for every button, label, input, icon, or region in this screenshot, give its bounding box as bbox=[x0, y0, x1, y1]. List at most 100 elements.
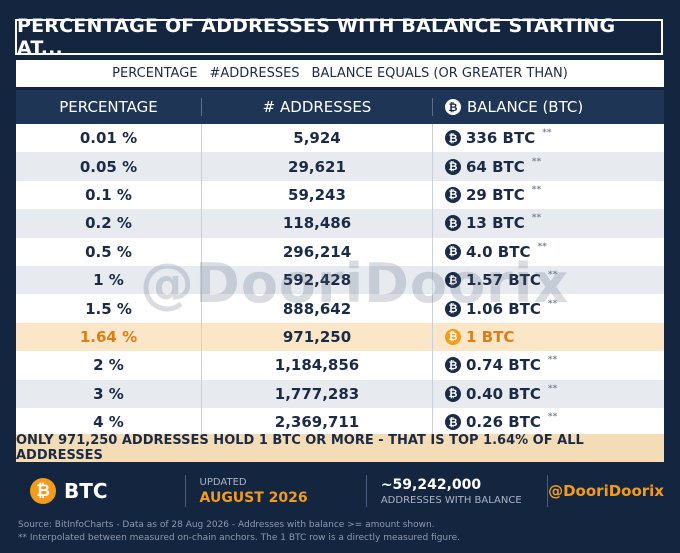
cell-balance-value: 0.26 BTC bbox=[466, 413, 541, 432]
cell-balance-value: 13 BTC bbox=[466, 214, 525, 233]
table-row: 3 % 1,777,283 ₿ 0.40 BTC ** bbox=[16, 379, 664, 408]
footer-handle: @DooriDoorix bbox=[548, 482, 664, 500]
cell-balance: ₿ 1 BTC bbox=[432, 322, 664, 352]
table-row: 4 % 2,369,711 ₿ 0.26 BTC ** bbox=[16, 407, 664, 437]
addresses-total-label: ADDRESSES WITH BALANCE bbox=[380, 494, 522, 506]
header-balance-label: BALANCE (BTC) bbox=[467, 98, 584, 116]
cell-balance-value: 336 BTC bbox=[466, 129, 536, 148]
cell-percentage: 3 % bbox=[93, 384, 124, 403]
cell-balance: ₿ 0.40 BTC ** bbox=[432, 379, 664, 408]
updated-value: AUGUST 2026 bbox=[199, 489, 308, 506]
footnote-marker: ** bbox=[547, 383, 558, 394]
bitcoin-icon: ₿ bbox=[445, 272, 461, 289]
footnote-marker: ** bbox=[547, 355, 558, 366]
divider bbox=[365, 475, 367, 507]
footnote-marker: ** bbox=[537, 241, 547, 252]
table-row: 1 % 592,428 ₿ 1.57 BTC ** bbox=[16, 265, 664, 295]
footnote-marker: ** bbox=[531, 184, 542, 195]
table-row: 1.64 % 971,250 ₿ 1 BTC bbox=[16, 322, 664, 352]
cell-balance: ₿ 1.06 BTC ** bbox=[432, 294, 664, 323]
bitcoin-icon: ₿ bbox=[445, 158, 461, 175]
cell-balance-value: 0.40 BTC bbox=[466, 384, 541, 403]
cell-percentage: 0.01 % bbox=[79, 129, 138, 148]
bitcoin-icon: ₿ bbox=[445, 243, 461, 260]
cell-balance: ₿ 29 BTC ** bbox=[432, 180, 664, 210]
cell-addresses: 5,924 bbox=[201, 124, 432, 153]
bitcoin-icon: ₿ bbox=[30, 478, 56, 504]
cell-balance: ₿ 64 BTC ** bbox=[432, 152, 664, 181]
cell-balance: ₿ 0.74 BTC ** bbox=[432, 351, 664, 380]
cell-balance: ₿ 336 BTC ** bbox=[432, 124, 664, 153]
updated-label: UPDATED bbox=[199, 476, 247, 488]
bitcoin-icon: ₿ bbox=[445, 99, 461, 115]
table-header: PERCENTAGE # ADDRESSES ₿ BALANCE (BTC) bbox=[16, 90, 664, 124]
subheader-percentage: PERCENTAGE bbox=[112, 66, 198, 81]
bitcoin-icon: ₿ bbox=[445, 300, 461, 317]
cell-balance: ₿ 0.26 BTC ** bbox=[432, 407, 664, 437]
table-row: 0.2 % 118,486 ₿ 13 BTC ** bbox=[16, 209, 664, 238]
cell-balance-value: 29 BTC bbox=[466, 185, 525, 204]
table-row: 0.05 % 29,621 ₿ 64 BTC ** bbox=[16, 152, 664, 181]
cell-balance-value: 4.0 BTC bbox=[466, 242, 531, 261]
footer-btc: ₿ BTC bbox=[16, 478, 185, 504]
bitcoin-icon: ₿ bbox=[445, 328, 461, 345]
cell-balance: ₿ 1.57 BTC ** bbox=[432, 265, 664, 295]
cell-percentage: 1 % bbox=[93, 271, 124, 290]
subheader-addresses: #ADDRESSES bbox=[209, 66, 300, 81]
cell-percentage: 0.05 % bbox=[79, 157, 138, 176]
footnote-marker: ** bbox=[547, 270, 558, 281]
table-row: 0.1 % 59,243 ₿ 29 BTC ** bbox=[16, 180, 664, 210]
header-percentage: PERCENTAGE bbox=[59, 98, 158, 116]
footer-btc-label: BTC bbox=[64, 479, 108, 503]
addresses-table: PERCENTAGE # ADDRESSES ₿ BALANCE (BTC) 0… bbox=[16, 90, 664, 437]
footnote-marker: ** bbox=[531, 156, 542, 167]
table-row: 0.5 % 296,214 ₿ 4.0 BTC ** bbox=[16, 237, 664, 266]
table-row: 2 % 1,184,856 ₿ 0.74 BTC ** bbox=[16, 351, 664, 380]
cell-addresses: 296,214 bbox=[201, 237, 432, 266]
subheader-balance: BALANCE EQUALS (OR GREATER THAN) bbox=[311, 66, 568, 81]
cell-percentage: 4 % bbox=[93, 413, 124, 432]
table-row: 0.01 % 5,924 ₿ 336 BTC ** bbox=[16, 124, 664, 153]
footnote-line: ** Interpolated between measured on-chai… bbox=[18, 533, 461, 543]
footnote-marker: ** bbox=[542, 128, 552, 139]
cell-percentage: 0.1 % bbox=[85, 185, 132, 204]
cell-percentage: 1.5 % bbox=[85, 299, 132, 318]
cell-addresses: 592,428 bbox=[201, 265, 432, 295]
bitcoin-icon: ₿ bbox=[445, 130, 461, 147]
cell-balance-value: 1 BTC bbox=[466, 327, 515, 346]
summary-banner: ONLY 971,250 ADDRESSES HOLD 1 BTC OR MOR… bbox=[16, 433, 664, 463]
footnote-marker: ** bbox=[531, 213, 542, 224]
cell-addresses: 971,250 bbox=[201, 322, 432, 352]
cell-balance-value: 1.57 BTC bbox=[466, 271, 541, 290]
addresses-total: ~59,242,000 bbox=[380, 476, 482, 493]
bitcoin-icon: ₿ bbox=[445, 215, 461, 232]
cell-percentage: 0.5 % bbox=[85, 242, 132, 261]
cell-addresses: 888,642 bbox=[201, 294, 432, 323]
footnote-marker: ** bbox=[547, 412, 558, 423]
cell-percentage: 1.64 % bbox=[79, 327, 138, 346]
source-note: Source: BitInfoCharts - Data as of 28 Au… bbox=[18, 519, 460, 545]
bitcoin-icon: ₿ bbox=[445, 385, 461, 402]
cell-percentage: 2 % bbox=[93, 356, 124, 375]
cell-balance-value: 0.74 BTC bbox=[466, 356, 541, 375]
page-title: PERCENTAGE OF ADDRESSES WITH BALANCE STA… bbox=[15, 15, 663, 59]
cell-percentage: 0.2 % bbox=[85, 214, 132, 233]
subheader: PERCENTAGE #ADDRESSES BALANCE EQUALS (OR… bbox=[16, 60, 664, 87]
table-body: 0.01 % 5,924 ₿ 336 BTC ** 0.05 % 29,621 ₿ 64 BTC… bbox=[16, 124, 664, 437]
bitcoin-icon: ₿ bbox=[445, 186, 461, 203]
cell-addresses: 29,621 bbox=[201, 152, 432, 181]
table-row: 1.5 % 888,642 ₿ 1.06 BTC ** bbox=[16, 294, 664, 323]
cell-balance: ₿ 4.0 BTC ** bbox=[432, 237, 664, 266]
source-line: Source: BitInfoCharts - Data as of 28 Au… bbox=[18, 520, 435, 530]
cell-addresses: 59,243 bbox=[201, 180, 432, 210]
bitcoin-icon: ₿ bbox=[445, 414, 461, 431]
divider bbox=[547, 475, 549, 507]
bitcoin-icon: ₿ bbox=[445, 357, 461, 374]
cell-balance-value: 64 BTC bbox=[466, 157, 525, 176]
cell-addresses: 1,777,283 bbox=[201, 379, 432, 408]
footnote-marker: ** bbox=[547, 298, 558, 309]
cell-addresses: 2,369,711 bbox=[201, 407, 432, 437]
cell-addresses: 1,184,856 bbox=[201, 351, 432, 380]
header-balance: ₿ BALANCE (BTC) bbox=[432, 98, 664, 116]
cell-balance: ₿ 13 BTC ** bbox=[432, 209, 664, 238]
